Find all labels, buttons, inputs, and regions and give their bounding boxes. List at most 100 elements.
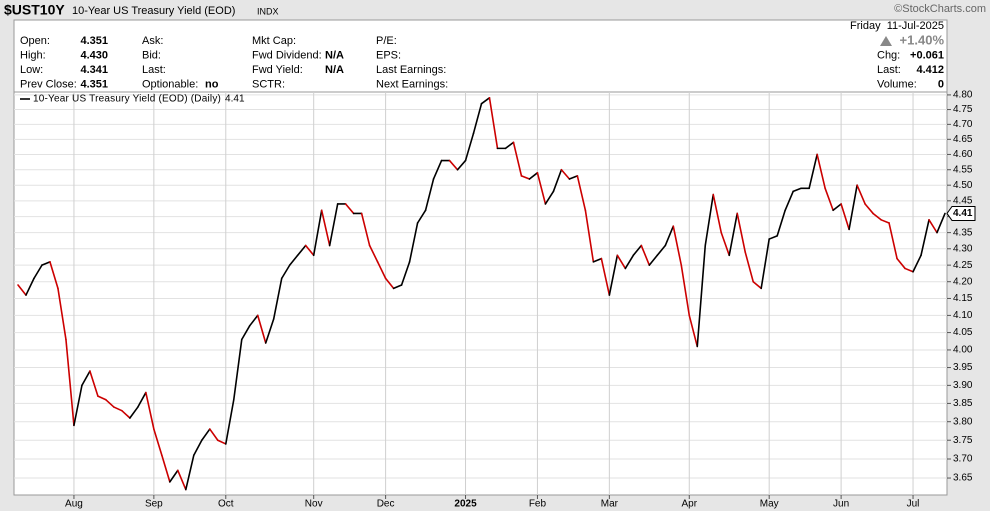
line-segment	[832, 203, 842, 212]
quote-value: 4.351	[80, 35, 108, 47]
y-tick-label: 4.30	[953, 243, 973, 254]
date: Friday 11-Jul-2025	[850, 20, 944, 32]
x-tick-label: Mar	[601, 499, 619, 510]
line-segment	[536, 172, 547, 205]
quote-value: 0	[938, 78, 944, 90]
line-segment	[704, 193, 715, 247]
line-segment	[25, 277, 35, 296]
line-segment	[680, 264, 691, 317]
line-segment	[232, 338, 243, 401]
line-segment	[656, 244, 667, 257]
quote-label: Last:	[877, 64, 901, 76]
y-tick-label: 4.60	[953, 149, 973, 160]
line-segment	[784, 190, 794, 212]
line-segment	[920, 219, 930, 257]
line-segment	[224, 398, 235, 445]
line-segment	[201, 428, 211, 442]
line-segment	[472, 102, 483, 135]
line-segment	[552, 168, 563, 193]
line-segment	[368, 244, 379, 263]
line-segment	[304, 244, 315, 257]
y-tick-label: 4.55	[953, 164, 973, 175]
line-segment	[616, 254, 627, 270]
line-segment	[936, 212, 946, 234]
line-segment	[73, 384, 83, 427]
y-tick-label: 3.65	[953, 473, 973, 484]
line-segment	[880, 219, 890, 224]
line-segment	[424, 178, 435, 212]
quote-label: SCTR:	[252, 78, 285, 90]
x-tick-label: Oct	[218, 499, 234, 510]
line-segment	[384, 277, 395, 290]
line-segment	[664, 225, 675, 247]
line-segment	[89, 370, 99, 397]
line-segment	[105, 398, 115, 408]
quote-value: N/A	[325, 64, 344, 76]
quote-label: Mkt Cap:	[252, 35, 296, 47]
line-segment	[480, 97, 491, 105]
quote-value: 4.430	[80, 49, 108, 61]
line-segment	[712, 193, 723, 234]
line-segment	[208, 428, 219, 442]
line-segment	[856, 184, 866, 205]
line-segment	[312, 209, 323, 257]
line-segment	[169, 469, 179, 483]
line-segment	[17, 284, 27, 296]
line-segment	[720, 231, 731, 257]
line-segment	[888, 222, 898, 260]
line-segment	[816, 153, 826, 190]
line-segment	[864, 203, 874, 215]
line-segment	[248, 314, 259, 327]
legend-label: 10-Year US Treasury Yield (EOD) (Daily)	[33, 94, 221, 105]
y-tick-label: 3.90	[953, 380, 973, 391]
line-segment	[216, 439, 227, 445]
line-segment	[760, 238, 770, 290]
quote-label: Prev Close:	[20, 78, 77, 90]
quote-label: P/E:	[376, 35, 397, 47]
quote-label: Last Earnings:	[376, 64, 446, 76]
line-segment	[488, 97, 499, 150]
quote-value: 4.351	[80, 78, 108, 90]
quote-label: Bid:	[142, 49, 161, 61]
y-tick-label: 4.75	[953, 104, 973, 115]
line-segment	[768, 235, 778, 240]
quote-label: Open:	[20, 35, 50, 47]
line-segment	[344, 203, 355, 215]
line-segment	[632, 244, 643, 257]
line-segment	[584, 209, 595, 263]
line-segment	[137, 391, 147, 408]
line-segment	[576, 175, 587, 212]
quote-value: N/A	[325, 49, 344, 61]
quote-label: Next Earnings:	[376, 78, 448, 90]
quote-label: Ask:	[142, 35, 163, 47]
line-segment	[696, 244, 707, 348]
line-segment	[560, 168, 571, 180]
last-value-label: 4.41	[953, 208, 973, 219]
quote-label: Optionable:	[142, 78, 198, 90]
y-tick-label: 3.70	[953, 454, 973, 465]
up-arrow	[880, 36, 892, 46]
line-segment	[376, 261, 387, 280]
x-tick-label: Feb	[529, 499, 547, 510]
line-segment	[392, 284, 403, 290]
quote-value: 4.412	[916, 64, 944, 76]
line-segment	[848, 184, 858, 231]
y-tick-label: 3.95	[953, 362, 973, 373]
line-segment	[824, 187, 834, 212]
line-segment	[608, 254, 619, 296]
line-segment	[840, 203, 850, 231]
quote-label: Fwd Dividend:	[252, 49, 322, 61]
x-tick-label: 2025	[454, 499, 477, 510]
line-segment	[153, 428, 163, 457]
x-tick-label: May	[760, 499, 779, 510]
x-tick-label: Jun	[833, 499, 849, 510]
y-tick-label: 4.25	[953, 260, 973, 271]
y-tick-label: 4.70	[953, 119, 973, 130]
line-segment	[464, 132, 475, 162]
line-segment	[280, 264, 291, 280]
line-segment	[672, 225, 683, 266]
line-segment	[776, 209, 786, 237]
line-segment	[264, 318, 275, 344]
y-tick-label: 4.65	[953, 134, 973, 145]
line-segment	[320, 209, 331, 247]
